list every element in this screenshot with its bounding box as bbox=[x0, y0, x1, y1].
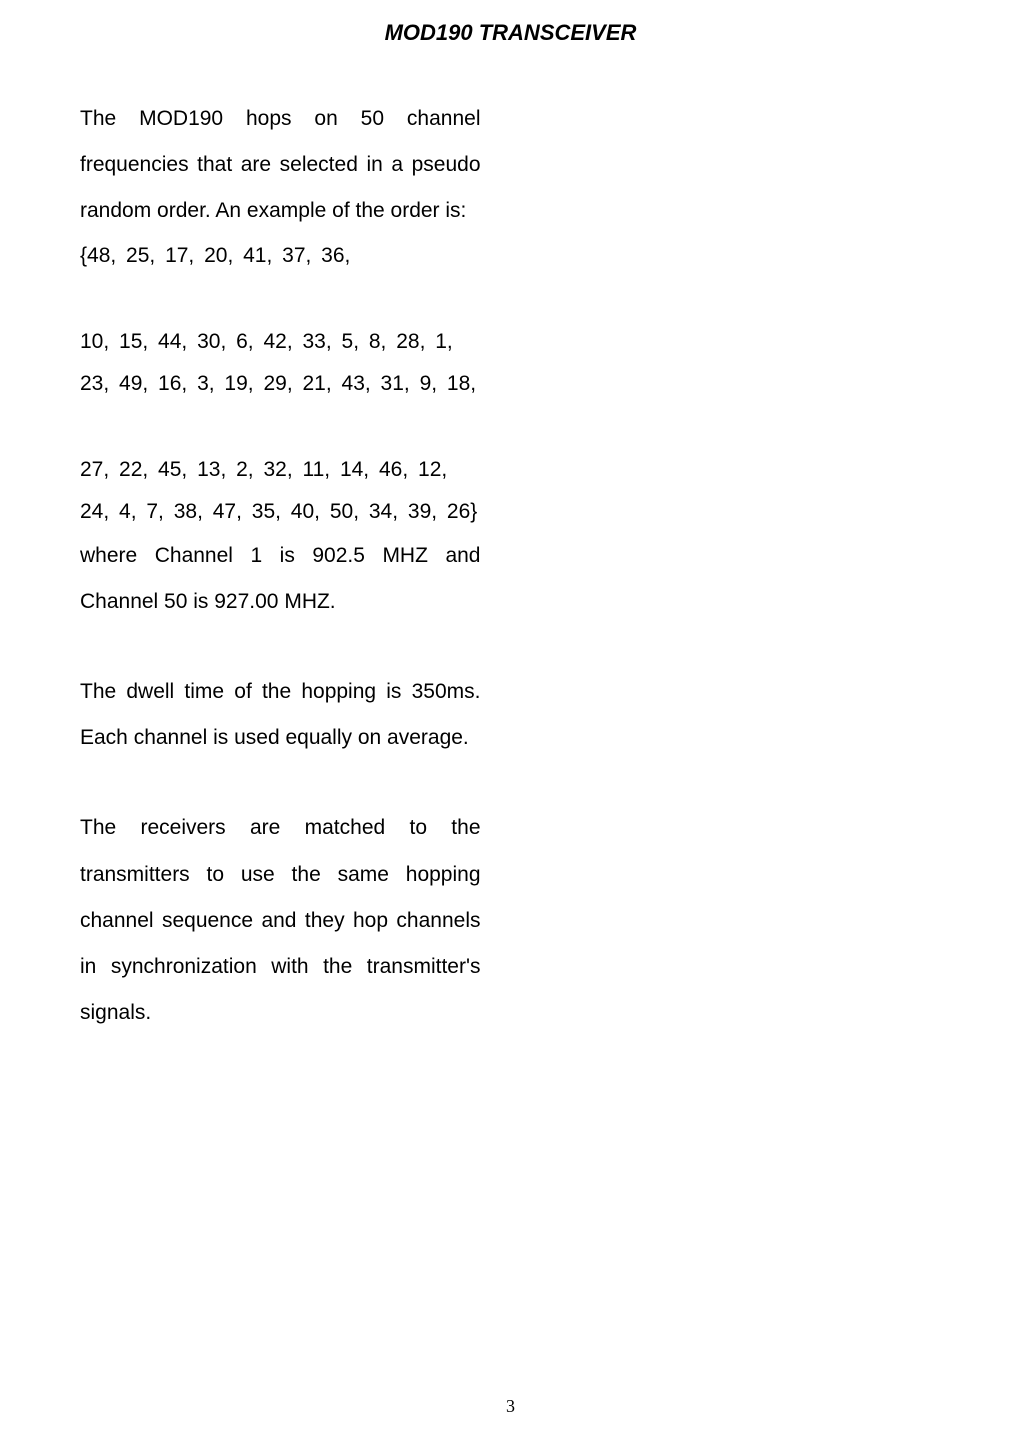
sequence-line-1: {48, 25, 17, 20, 41, 37, 36, bbox=[80, 235, 481, 277]
page-title: MOD190 TRANSCEIVER bbox=[80, 20, 941, 46]
content-body: The MOD190 hops on 50 channel frequencie… bbox=[80, 96, 941, 1336]
paragraph-dwell: The dwell time of the hopping is 350ms. … bbox=[80, 669, 481, 761]
sequence-line-2: 10, 15, 44, 30, 6, 42, 33, 5, 8, 28, 1, … bbox=[80, 321, 481, 405]
paragraph-channels: where Channel 1 is 902.5 MHZ and Channel… bbox=[80, 533, 481, 625]
paragraph-receivers: The receivers are matched to the transmi… bbox=[80, 805, 481, 1036]
page-number: 3 bbox=[506, 1396, 515, 1417]
paragraph-intro: The MOD190 hops on 50 channel frequencie… bbox=[80, 96, 481, 235]
sequence-line-3: 27, 22, 45, 13, 2, 32, 11, 14, 46, 12, 2… bbox=[80, 449, 481, 533]
